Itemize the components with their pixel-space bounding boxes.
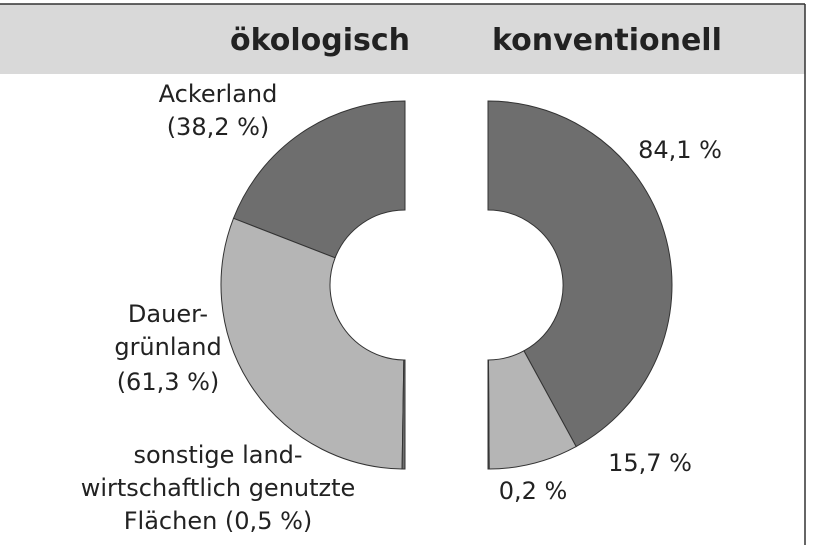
segment-label: wirtschaftlich genutzte xyxy=(81,474,356,502)
donut-segment xyxy=(401,359,406,470)
donut-segment xyxy=(487,359,490,470)
donut-segment xyxy=(220,217,405,470)
value-label: 0,2 % xyxy=(499,477,568,505)
segment-label: Ackerland xyxy=(159,80,278,108)
value-label: 15,7 % xyxy=(608,449,692,477)
segment-label: grünland xyxy=(114,333,221,361)
donut-segment xyxy=(487,100,673,448)
segment-label: sonstige land- xyxy=(133,441,302,469)
header-band xyxy=(0,4,805,74)
chart-title: konventionell xyxy=(492,23,722,58)
donut-segment xyxy=(232,100,406,259)
segment-label: Flächen (0,5 %) xyxy=(124,507,313,535)
segment-label: (61,3 %) xyxy=(117,368,220,396)
chart-title: ökologisch xyxy=(230,23,410,58)
segment-label: (38,2 %) xyxy=(167,113,270,141)
value-label: 84,1 % xyxy=(638,136,722,164)
segment-label: Dauer- xyxy=(128,300,208,328)
